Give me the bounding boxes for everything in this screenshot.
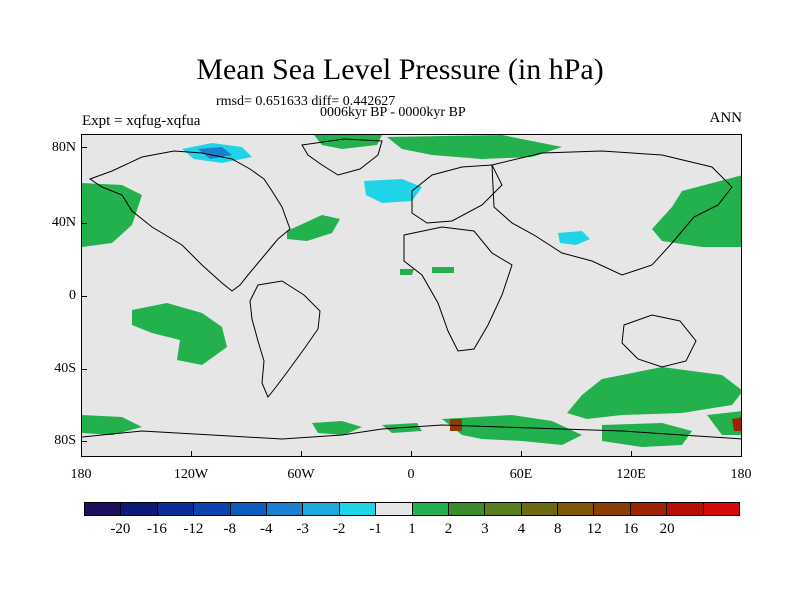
period-text: 0006kyr BP - 0000kyr BP xyxy=(320,105,466,120)
legend-swatch xyxy=(666,502,704,516)
plot-title: Mean Sea Level Pressure (in hPa) xyxy=(196,53,604,86)
lat-label: 40S xyxy=(54,361,76,376)
coast-africa xyxy=(403,226,513,352)
lon-label: 120E xyxy=(616,467,646,482)
legend-label: -16 xyxy=(146,521,167,537)
experiment-label: Expt = xqfug-xqfua xyxy=(82,113,201,129)
lat-tick-mark xyxy=(81,369,87,370)
legend-label: -1 xyxy=(369,521,382,537)
legend-label: -4 xyxy=(259,521,273,537)
coast-north-america xyxy=(88,150,291,292)
legend-label: 12 xyxy=(586,521,602,537)
positive-anomaly-regions xyxy=(82,135,741,447)
coast-asia xyxy=(491,150,733,276)
stats-text: rmsd= 0.651633 diff= 0.442627 xyxy=(216,94,396,109)
legend-swatch xyxy=(593,502,631,516)
lon-label: 180 xyxy=(730,467,752,482)
color-legend-labels: -20 -16 -12 -8 -4 -3 -2 -1 1 2 3 4 8 12 16 20 xyxy=(0,520,800,540)
anomaly-brown-spot-2 xyxy=(732,417,741,431)
color-legend xyxy=(84,502,741,516)
lon-tick-mark xyxy=(191,451,192,457)
anomaly-arctic-europe xyxy=(387,135,562,159)
legend-swatch xyxy=(120,502,158,516)
anomaly-arctic-greenland xyxy=(314,135,382,149)
legend-label: -8 xyxy=(223,521,237,537)
season-label: ANN xyxy=(709,110,743,126)
legend-label: 1 xyxy=(408,521,416,537)
legend-label: -20 xyxy=(110,521,131,537)
legend-label: 8 xyxy=(554,521,562,537)
coast-greenland xyxy=(301,138,383,176)
lat-tick-mark xyxy=(81,147,87,148)
lon-label: 60W xyxy=(287,467,315,482)
anomaly-antarctic-east xyxy=(602,423,692,447)
legend-swatch xyxy=(520,502,559,516)
coast-south-america xyxy=(249,280,321,398)
legend-label: -2 xyxy=(332,521,346,537)
legend-swatch xyxy=(447,502,486,516)
lat-label: 80S xyxy=(54,433,76,448)
legend-swatch xyxy=(557,502,595,516)
coast-europe xyxy=(411,164,503,224)
lon-label: 60E xyxy=(509,467,533,482)
anomaly-africa-patch-1 xyxy=(400,269,414,275)
legend-swatch xyxy=(629,502,668,516)
legend-swatch xyxy=(156,502,195,516)
legend-label: 4 xyxy=(517,521,526,537)
legend-swatch xyxy=(265,502,304,516)
anomaly-south-pacific xyxy=(132,303,227,365)
legend-label: 2 xyxy=(444,521,453,537)
lon-tick-mark xyxy=(521,451,522,457)
lon-label: 0 xyxy=(407,467,415,482)
legend-label: 16 xyxy=(623,521,639,537)
anomaly-antarctic-ross xyxy=(312,421,362,435)
anomaly-africa-patch-2 xyxy=(432,267,454,273)
legend-label: -3 xyxy=(296,521,309,537)
coast-australia xyxy=(621,314,697,368)
lon-label: 120W xyxy=(173,467,209,482)
legend-swatch xyxy=(375,502,413,516)
negative-anomaly-regions xyxy=(182,143,590,245)
legend-swatch xyxy=(411,502,449,516)
lon-tick-mark xyxy=(301,451,302,457)
legend-swatch xyxy=(484,502,522,516)
lat-label: 40N xyxy=(51,215,76,230)
legend-swatch xyxy=(229,502,267,516)
lat-tick-mark xyxy=(81,223,87,224)
anomaly-south-indian xyxy=(567,367,741,419)
lon-tick-mark xyxy=(411,451,412,457)
legend-swatch xyxy=(84,502,122,516)
lat-tick-mark xyxy=(81,296,87,297)
coast-antarctica xyxy=(82,424,741,440)
lat-label: 80N xyxy=(51,140,76,155)
anomaly-antarctic-central xyxy=(442,415,582,445)
map-graphic xyxy=(82,135,741,447)
anomaly-antarctic-west xyxy=(82,415,142,435)
legend-swatch xyxy=(338,502,377,516)
legend-label: 3 xyxy=(481,521,489,537)
anomaly-north-atlantic xyxy=(287,215,340,241)
legend-swatch xyxy=(702,502,741,516)
legend-label: 20 xyxy=(659,521,675,537)
legend-swatch xyxy=(302,502,340,516)
lat-label: 0 xyxy=(69,288,76,303)
anomaly-antarctic-far-east xyxy=(707,411,741,435)
anomaly-north-atlantic-low xyxy=(364,179,422,203)
anomaly-canada-arctic-core xyxy=(198,147,232,159)
lat-tick-mark xyxy=(81,441,87,442)
anomaly-north-pacific-west xyxy=(82,183,142,247)
legend-label: -12 xyxy=(183,521,204,537)
anomaly-north-pacific-east xyxy=(652,175,741,247)
coastlines xyxy=(82,138,741,440)
legend-swatch xyxy=(193,502,231,516)
lon-label: 180 xyxy=(70,467,92,482)
anomaly-central-asia xyxy=(558,231,590,245)
lon-tick-mark xyxy=(631,451,632,457)
map-panel xyxy=(81,134,742,457)
